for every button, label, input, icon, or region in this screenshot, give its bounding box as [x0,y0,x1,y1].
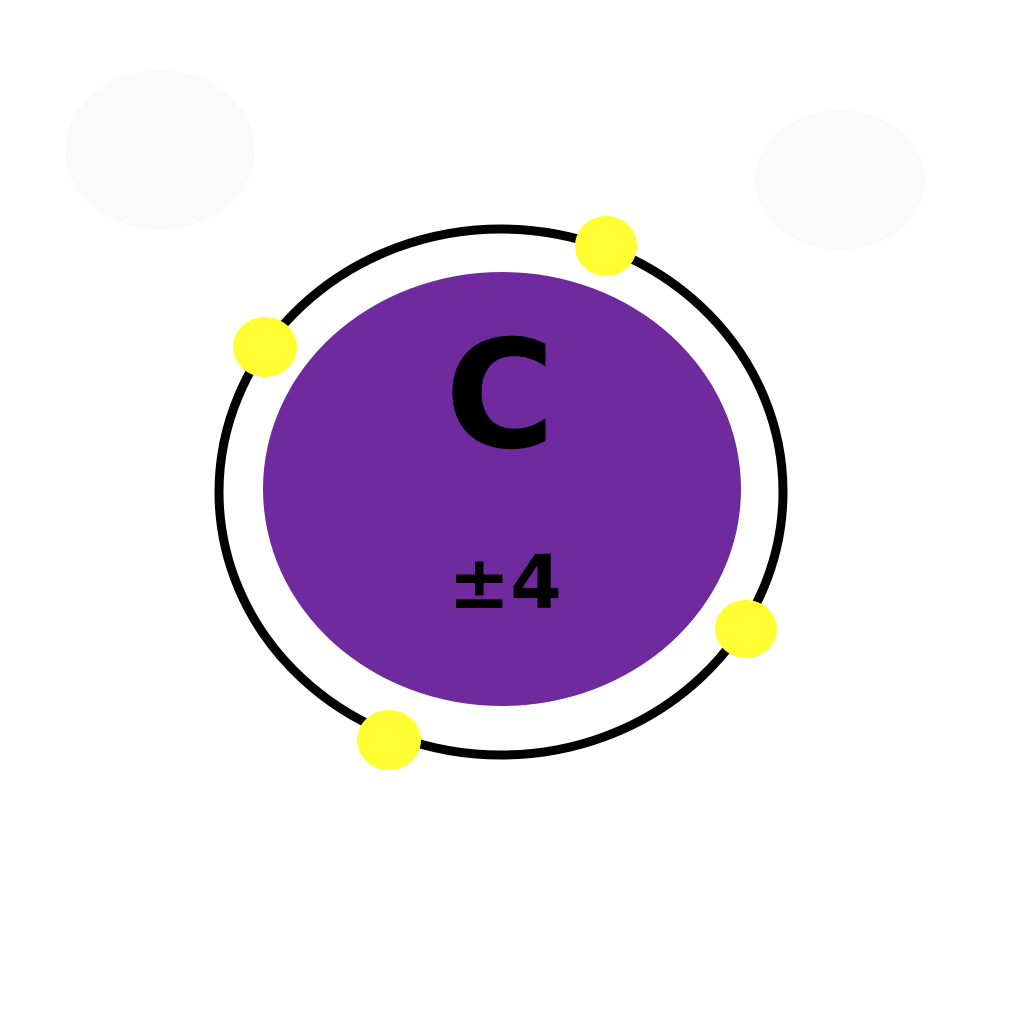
nucleus [263,272,741,706]
electron [233,317,297,377]
charge-label: ±4 [448,540,562,626]
electron-shell [214,224,788,760]
electron [715,600,777,658]
background-smudges [65,70,925,250]
electron [575,216,637,276]
electron [357,710,421,770]
electrons [233,216,777,770]
element-symbol: C [445,309,555,483]
smudge-top-left [65,70,255,230]
smudge-top-right [755,110,925,250]
